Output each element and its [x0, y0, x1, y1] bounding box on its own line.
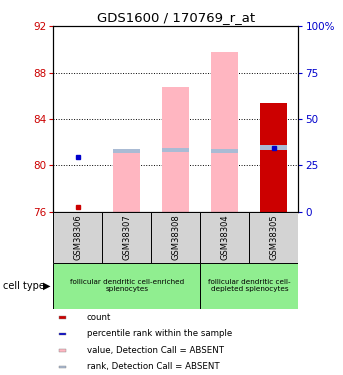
- Bar: [113, 152, 140, 212]
- FancyBboxPatch shape: [59, 333, 66, 335]
- Bar: [211, 149, 238, 153]
- Bar: [162, 87, 189, 212]
- FancyBboxPatch shape: [200, 262, 298, 309]
- Text: follicular dendritic cell-
depleted splenocytes: follicular dendritic cell- depleted sple…: [208, 279, 291, 292]
- Text: GSM38308: GSM38308: [171, 214, 180, 260]
- Text: value, Detection Call = ABSENT: value, Detection Call = ABSENT: [87, 346, 224, 355]
- Text: cell type: cell type: [3, 281, 45, 291]
- Text: percentile rank within the sample: percentile rank within the sample: [87, 330, 232, 339]
- Bar: [260, 103, 287, 212]
- Text: GSM38305: GSM38305: [269, 214, 279, 260]
- FancyBboxPatch shape: [249, 212, 298, 262]
- Text: GSM38304: GSM38304: [220, 214, 229, 260]
- Text: count: count: [87, 313, 111, 322]
- FancyBboxPatch shape: [59, 349, 66, 351]
- Text: rank, Detection Call = ABSENT: rank, Detection Call = ABSENT: [87, 362, 219, 371]
- FancyBboxPatch shape: [102, 212, 151, 262]
- Bar: [211, 52, 238, 212]
- Text: GSM38306: GSM38306: [73, 214, 82, 260]
- FancyBboxPatch shape: [53, 262, 200, 309]
- Text: ▶: ▶: [43, 281, 50, 291]
- Title: GDS1600 / 170769_r_at: GDS1600 / 170769_r_at: [97, 11, 255, 24]
- FancyBboxPatch shape: [59, 316, 66, 319]
- FancyBboxPatch shape: [59, 366, 66, 368]
- FancyBboxPatch shape: [151, 212, 200, 262]
- Bar: [162, 148, 189, 152]
- Bar: [113, 149, 140, 153]
- FancyBboxPatch shape: [53, 212, 102, 262]
- Text: GSM38307: GSM38307: [122, 214, 131, 260]
- Text: follicular dendritic cell-enriched
splenocytes: follicular dendritic cell-enriched splen…: [70, 279, 184, 292]
- FancyBboxPatch shape: [200, 212, 249, 262]
- Bar: [260, 146, 287, 150]
